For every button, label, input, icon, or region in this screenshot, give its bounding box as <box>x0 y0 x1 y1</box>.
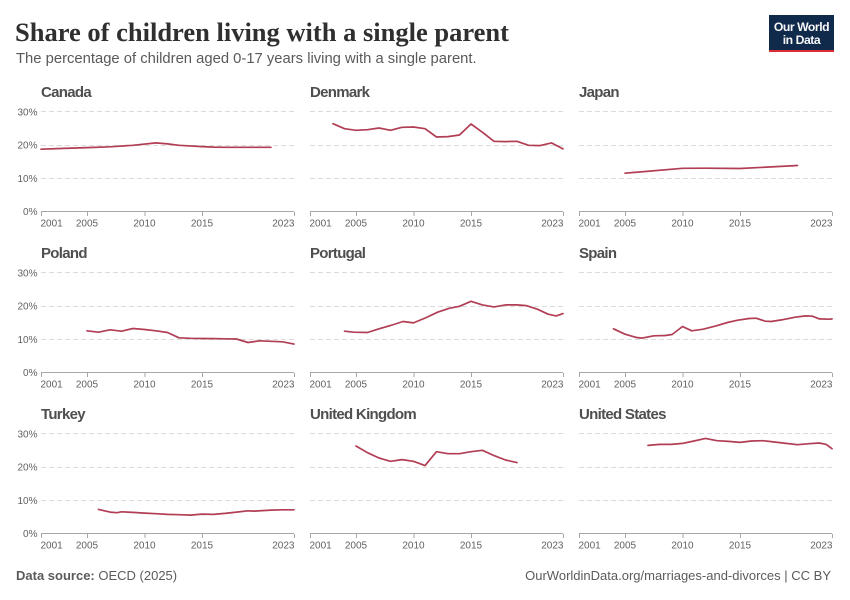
svg-text:2010: 2010 <box>402 219 425 230</box>
svg-text:2023: 2023 <box>541 219 564 230</box>
svg-text:2001: 2001 <box>579 541 602 552</box>
svg-text:2010: 2010 <box>671 380 694 391</box>
svg-text:2015: 2015 <box>191 541 214 552</box>
svg-text:0%: 0% <box>23 207 38 218</box>
svg-text:Japan: Japan <box>579 84 619 101</box>
svg-text:2023: 2023 <box>810 219 833 230</box>
svg-text:2005: 2005 <box>614 219 637 230</box>
svg-text:2001: 2001 <box>310 541 333 552</box>
svg-text:2001: 2001 <box>41 219 64 230</box>
svg-text:10%: 10% <box>17 496 37 507</box>
svg-text:Turkey: Turkey <box>41 406 86 423</box>
svg-text:2015: 2015 <box>729 541 752 552</box>
svg-text:2023: 2023 <box>541 541 564 552</box>
svg-text:10%: 10% <box>17 335 37 346</box>
svg-text:20%: 20% <box>17 463 37 474</box>
svg-text:2010: 2010 <box>671 541 694 552</box>
svg-text:2023: 2023 <box>272 541 295 552</box>
svg-text:2005: 2005 <box>345 380 368 391</box>
svg-text:2005: 2005 <box>76 219 99 230</box>
svg-text:2005: 2005 <box>345 541 368 552</box>
svg-text:Spain: Spain <box>579 245 617 262</box>
svg-text:2001: 2001 <box>310 380 333 391</box>
svg-text:2015: 2015 <box>729 219 752 230</box>
svg-text:United States: United States <box>579 406 666 423</box>
svg-text:2010: 2010 <box>133 380 156 391</box>
svg-text:2010: 2010 <box>133 541 156 552</box>
svg-text:30%: 30% <box>17 268 37 279</box>
svg-text:0%: 0% <box>23 529 38 540</box>
svg-text:10%: 10% <box>17 174 37 185</box>
svg-text:United Kingdom: United Kingdom <box>310 406 416 423</box>
svg-text:2010: 2010 <box>402 380 425 391</box>
svg-text:2015: 2015 <box>460 219 483 230</box>
svg-text:2005: 2005 <box>614 380 637 391</box>
svg-text:2023: 2023 <box>272 219 295 230</box>
svg-text:2001: 2001 <box>579 380 602 391</box>
svg-text:2001: 2001 <box>41 380 64 391</box>
svg-text:2005: 2005 <box>614 541 637 552</box>
svg-text:2015: 2015 <box>191 219 214 230</box>
svg-text:2005: 2005 <box>76 541 99 552</box>
svg-text:2005: 2005 <box>345 219 368 230</box>
svg-text:2023: 2023 <box>272 380 295 391</box>
svg-text:2023: 2023 <box>541 380 564 391</box>
svg-text:2005: 2005 <box>76 380 99 391</box>
svg-text:20%: 20% <box>17 302 37 313</box>
svg-text:2015: 2015 <box>729 380 752 391</box>
svg-text:Portugal: Portugal <box>310 245 366 262</box>
svg-text:2023: 2023 <box>810 380 833 391</box>
svg-text:2015: 2015 <box>460 541 483 552</box>
svg-text:2010: 2010 <box>133 219 156 230</box>
svg-text:30%: 30% <box>17 429 37 440</box>
svg-text:0%: 0% <box>23 368 38 379</box>
svg-text:2001: 2001 <box>579 219 602 230</box>
svg-text:2001: 2001 <box>310 219 333 230</box>
svg-text:2015: 2015 <box>191 380 214 391</box>
svg-text:2010: 2010 <box>671 219 694 230</box>
svg-text:2010: 2010 <box>402 541 425 552</box>
svg-text:2001: 2001 <box>41 541 64 552</box>
svg-text:Denmark: Denmark <box>310 84 371 101</box>
svg-text:Canada: Canada <box>41 84 92 101</box>
svg-text:Poland: Poland <box>41 245 87 262</box>
svg-text:2015: 2015 <box>460 380 483 391</box>
svg-text:20%: 20% <box>17 141 37 152</box>
svg-text:30%: 30% <box>17 107 37 118</box>
svg-text:2023: 2023 <box>810 541 833 552</box>
